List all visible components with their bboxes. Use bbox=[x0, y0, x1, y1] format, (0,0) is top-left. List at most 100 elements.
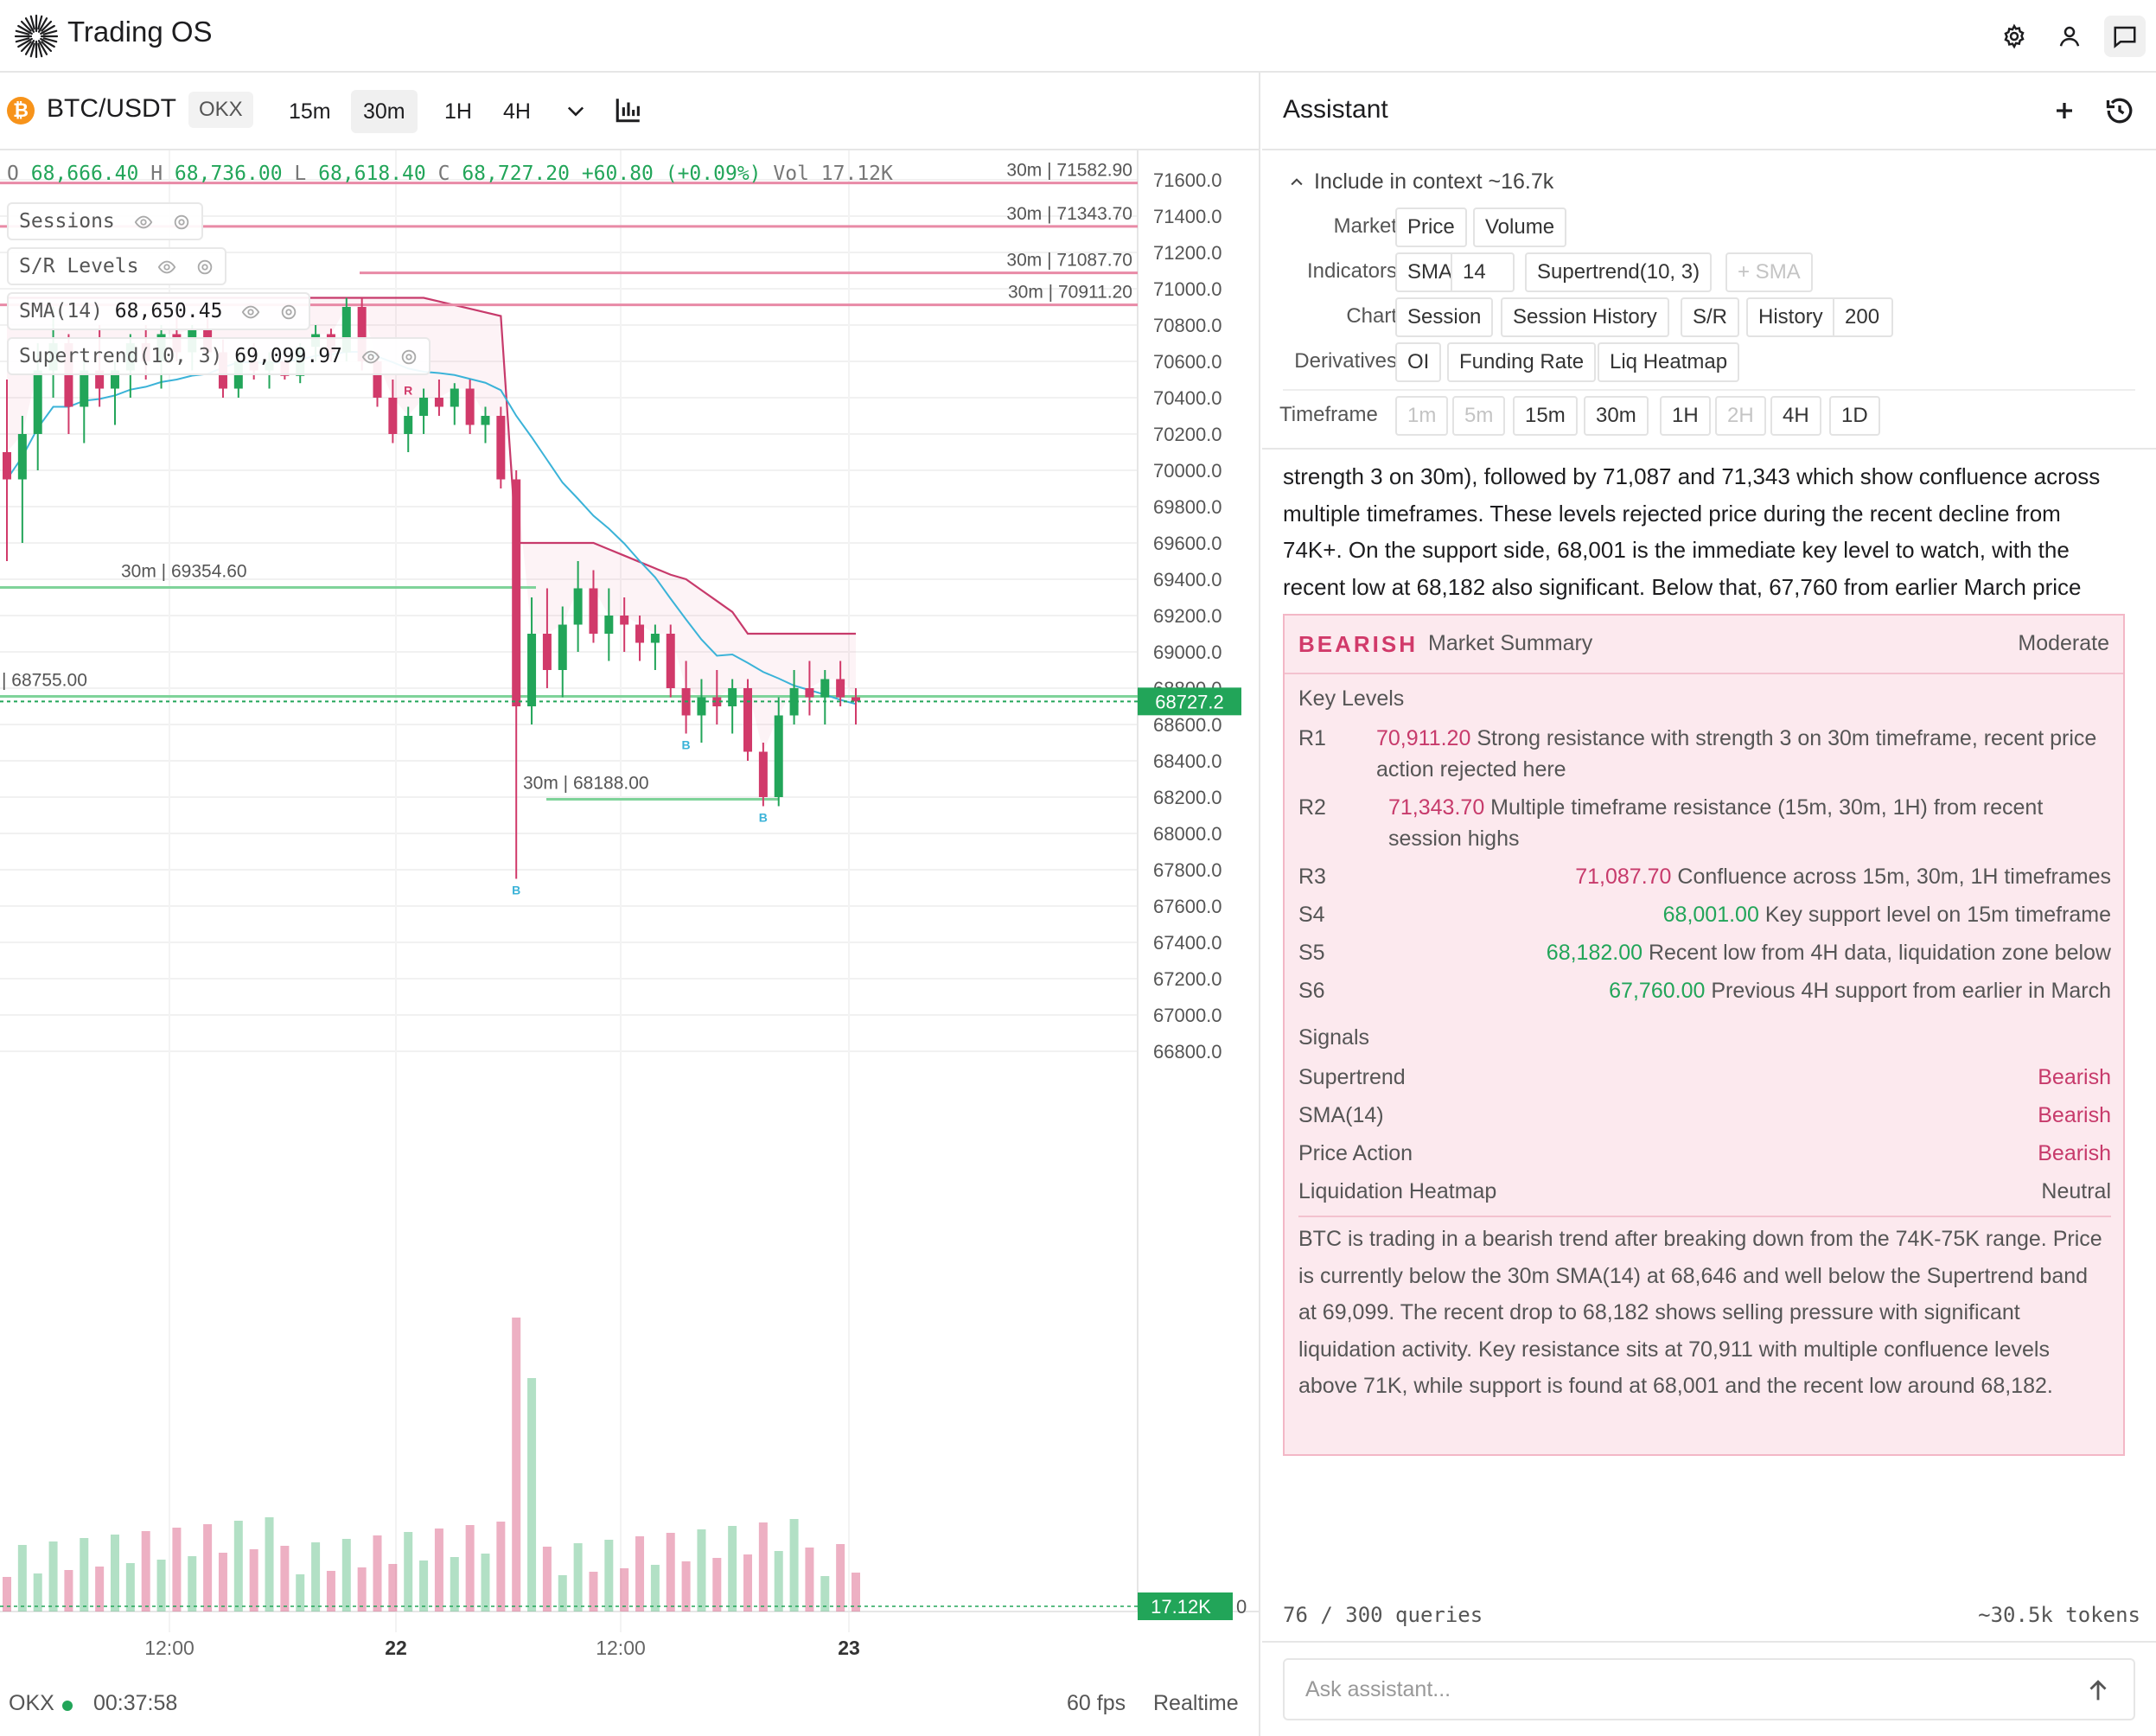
context-chip-supertrend[interactable]: Supertrend(10, 3) bbox=[1525, 252, 1713, 292]
context-chip-funding-rate[interactable]: Funding Rate bbox=[1447, 342, 1597, 382]
level-description: Multiple timeframe resistance (15m, 30m,… bbox=[1388, 795, 2044, 851]
sma-period-input[interactable]: 14 bbox=[1451, 252, 1515, 292]
eye-icon[interactable] bbox=[157, 258, 176, 277]
legend-sr-levels[interactable]: S/R Levels bbox=[7, 247, 227, 285]
include-context-toggle[interactable]: Include in context ~16.7k bbox=[1288, 169, 1553, 195]
resistance-level-label: 30m | 70911.20 bbox=[1008, 283, 1132, 303]
candle-up bbox=[481, 416, 490, 425]
context-divider bbox=[1283, 389, 2135, 391]
context-label-derivatives: Derivatives bbox=[1294, 349, 1397, 373]
context-chip-session-history[interactable]: Session History bbox=[1501, 297, 1669, 337]
context-chip-sr[interactable]: S/R bbox=[1681, 297, 1740, 337]
settings-gear-icon[interactable] bbox=[172, 213, 191, 232]
signal-value: Bearish bbox=[2038, 1103, 2111, 1127]
price-axis-label: 69200.0 bbox=[1153, 605, 1222, 627]
chart-canvas[interactable]: 30m | 71582.90 30m | 71343.70 30m | 71087.… bbox=[0, 150, 1260, 1660]
volume-tag bbox=[1138, 1592, 1233, 1620]
level-value: 70,911.20 bbox=[1376, 726, 1471, 750]
price-axis-label: 69600.0 bbox=[1153, 533, 1222, 554]
context-chip-volume[interactable]: Volume bbox=[1473, 207, 1567, 247]
legend-sessions[interactable]: Sessions bbox=[7, 202, 203, 240]
connection-status-dot bbox=[62, 1701, 73, 1711]
candle-down bbox=[589, 588, 598, 634]
eye-icon[interactable] bbox=[361, 348, 380, 367]
volume-bar-down bbox=[95, 1567, 105, 1612]
level-value: 68,182.00 bbox=[1546, 941, 1643, 965]
symbol-selector[interactable]: BTC/USDT bbox=[47, 94, 176, 123]
legend-supertrend[interactable]: Supertrend(10, 3) 69,099.97 bbox=[7, 337, 431, 375]
bar-chart-icon[interactable] bbox=[614, 95, 643, 124]
timeframe-4h-button[interactable]: 4H bbox=[503, 99, 531, 124]
level-id: R3 bbox=[1298, 865, 1326, 889]
volume-bar-down bbox=[852, 1573, 860, 1612]
volume-bar-down bbox=[681, 1561, 691, 1612]
context-chip-history[interactable]: History bbox=[1746, 297, 1834, 337]
price-axis-label: 69800.0 bbox=[1153, 496, 1222, 518]
volume-bar-down bbox=[542, 1547, 552, 1612]
assistant-title: Assistant bbox=[1283, 95, 1388, 124]
legend-value: 68,650.45 bbox=[114, 300, 223, 322]
context-tf-15m[interactable]: 15m bbox=[1513, 396, 1578, 436]
signal-value: Bearish bbox=[2038, 1065, 2111, 1089]
context-chip-price[interactable]: Price bbox=[1395, 207, 1467, 247]
volume-bar-up bbox=[604, 1540, 614, 1612]
legend-sma[interactable]: SMA(14) 68,650.45 bbox=[7, 292, 311, 330]
context-tf-1h[interactable]: 1H bbox=[1660, 396, 1711, 436]
status-clock: 00:37:58 bbox=[93, 1691, 178, 1715]
chat-input-box[interactable] bbox=[1283, 1658, 2135, 1720]
context-tf-5m[interactable]: 5m bbox=[1452, 396, 1506, 436]
timeframe-30m-button[interactable]: 30m bbox=[351, 90, 418, 133]
logo-ray bbox=[41, 20, 53, 32]
context-tf-4h[interactable]: 4H bbox=[1770, 396, 1821, 436]
logo-ray bbox=[24, 17, 35, 33]
eye-icon[interactable] bbox=[241, 303, 260, 322]
message-list[interactable]: strength 3 on 30m), followed by 71,087 a… bbox=[1262, 450, 2156, 1591]
context-label-indicators: Indicators bbox=[1306, 259, 1397, 283]
candle-down bbox=[512, 479, 521, 706]
timeframe-1h-button[interactable]: 1H bbox=[444, 99, 472, 124]
history-count-input[interactable]: 200 bbox=[1833, 297, 1893, 337]
settings-gear-icon[interactable] bbox=[1993, 16, 2035, 57]
volume-bar-up bbox=[156, 1560, 166, 1612]
level-value: 71,087.70 bbox=[1575, 865, 1672, 889]
volume-bar-up bbox=[728, 1526, 737, 1612]
volume-bar-down bbox=[141, 1531, 150, 1612]
time-axis-label: 23 bbox=[838, 1637, 860, 1659]
price-chart[interactable]: 30m | 71582.90 30m | 71343.70 30m | 71087.… bbox=[0, 150, 1260, 1660]
context-tf-30m[interactable]: 30m bbox=[1584, 396, 1649, 436]
context-tf-1m[interactable]: 1m bbox=[1395, 396, 1449, 436]
logo-ray bbox=[20, 41, 32, 53]
eye-icon[interactable] bbox=[134, 213, 153, 232]
volume-bar-up bbox=[774, 1551, 783, 1612]
ask-assistant-input[interactable] bbox=[1285, 1660, 2063, 1719]
send-arrow-icon[interactable] bbox=[2083, 1675, 2113, 1705]
context-tf-1d[interactable]: 1D bbox=[1829, 396, 1880, 436]
candle-up bbox=[604, 616, 614, 634]
settings-gear-icon[interactable] bbox=[399, 348, 418, 367]
timeframe-15m-button[interactable]: 15m bbox=[289, 99, 331, 124]
context-tf-2h[interactable]: 2H bbox=[1715, 396, 1766, 436]
top-bar: Trading OS bbox=[0, 0, 2156, 73]
usage-bar: 76 / 300 queries ~30.5k tokens bbox=[1262, 1591, 2156, 1643]
context-chip-oi[interactable]: OI bbox=[1395, 342, 1442, 382]
volume-bar-up bbox=[110, 1535, 119, 1612]
chevron-down-icon[interactable] bbox=[564, 99, 588, 123]
settings-gear-icon[interactable] bbox=[195, 258, 214, 277]
volume-bar-up bbox=[265, 1517, 274, 1612]
volume-bar-down bbox=[373, 1535, 382, 1612]
context-chip-session[interactable]: Session bbox=[1395, 297, 1494, 337]
logo-ray bbox=[24, 40, 35, 55]
settings-gear-icon[interactable] bbox=[279, 303, 298, 322]
volume-bar-down bbox=[434, 1529, 443, 1612]
candle-down bbox=[3, 452, 11, 480]
volume-bar-up bbox=[33, 1573, 42, 1612]
context-label-chart: Chart bbox=[1346, 304, 1397, 328]
context-chip-liq-heatmap[interactable]: Liq Heatmap bbox=[1598, 342, 1740, 382]
level-description: Previous 4H support from earlier in Marc… bbox=[1711, 979, 2111, 1003]
plus-icon[interactable] bbox=[2049, 95, 2080, 126]
chat-toggle-icon[interactable] bbox=[2104, 16, 2146, 57]
history-icon[interactable] bbox=[2104, 95, 2135, 126]
user-icon[interactable] bbox=[2049, 16, 2090, 57]
add-sma-chip[interactable]: + SMA bbox=[1725, 252, 1813, 292]
legend-name: SMA(14) bbox=[19, 300, 103, 322]
